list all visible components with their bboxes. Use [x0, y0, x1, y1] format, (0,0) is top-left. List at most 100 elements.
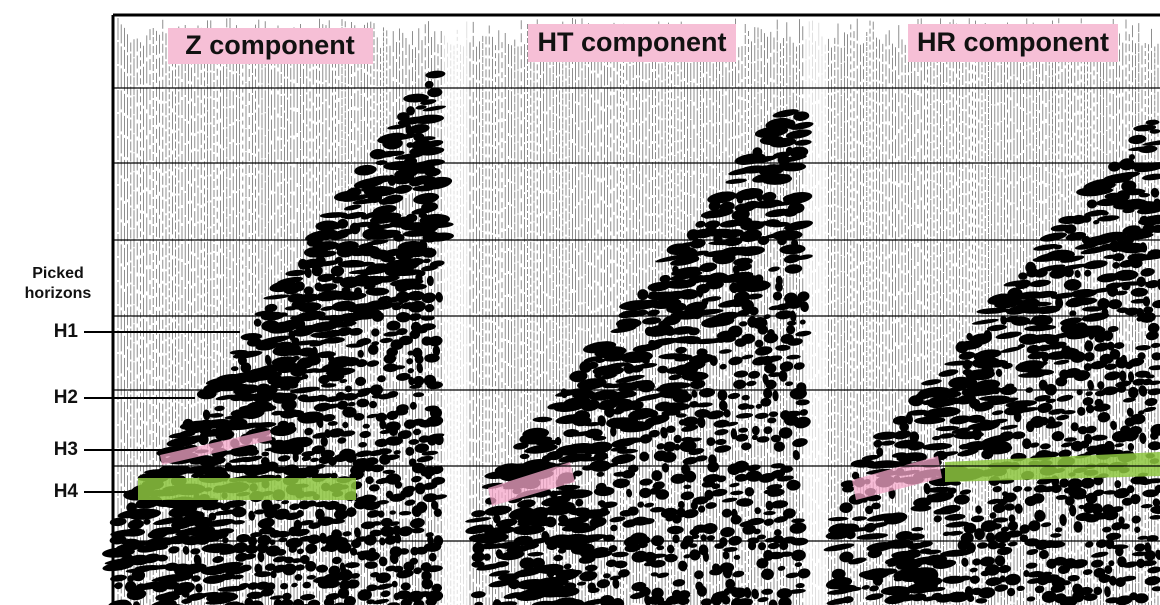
wiggle [769, 137, 797, 148]
wiggle [1055, 297, 1064, 309]
wiggle [745, 470, 763, 482]
wiggle [425, 415, 444, 427]
wiggle [206, 518, 235, 527]
wiggle [1090, 559, 1104, 568]
wiggle [1128, 371, 1135, 383]
wiggle [291, 355, 300, 361]
wiggle [1152, 498, 1160, 507]
wiggle [432, 345, 441, 357]
wiggle [1102, 526, 1112, 533]
wiggle [483, 553, 491, 561]
wiggle [1074, 494, 1089, 500]
wiggle [422, 493, 438, 503]
wiggle [621, 469, 636, 479]
wiggle [1084, 269, 1092, 277]
wiggle [412, 428, 422, 436]
wiggle [1097, 381, 1105, 390]
wiggle [1045, 398, 1056, 404]
wiggle [1009, 397, 1016, 403]
wiggle [249, 600, 264, 605]
wiggle [584, 564, 598, 572]
wiggle [586, 441, 613, 455]
wiggle [269, 424, 297, 437]
wiggle [428, 335, 443, 347]
wiggle [976, 307, 1009, 314]
wiggle [905, 413, 913, 425]
wiggle [202, 409, 211, 421]
wiggle [910, 593, 927, 602]
wiggle [343, 357, 360, 367]
wiggle [603, 573, 611, 579]
wiggle [359, 430, 371, 439]
wiggle [1126, 485, 1135, 494]
wiggle [677, 500, 685, 509]
wiggle [831, 568, 846, 580]
wiggle [1059, 513, 1067, 526]
wiggle [665, 425, 676, 434]
wiggle [695, 220, 706, 228]
wiggle [1065, 231, 1087, 241]
wiggle [154, 544, 169, 550]
wiggle [290, 366, 308, 377]
wiggle [381, 194, 404, 205]
wiggle [371, 521, 382, 526]
wiggle [938, 451, 959, 457]
wiggle [316, 564, 329, 573]
wiggle [1073, 370, 1091, 382]
wiggle [405, 446, 415, 456]
wiggle [430, 500, 439, 510]
wiggle [691, 390, 698, 398]
wiggle [626, 488, 633, 498]
wiggle [789, 146, 809, 158]
wiggle [963, 522, 977, 534]
wiggle [675, 346, 687, 354]
wiggle [1104, 586, 1111, 598]
wiggle [1113, 488, 1131, 499]
wiggle [337, 437, 347, 444]
wiggle [369, 529, 383, 537]
wiggle [365, 263, 391, 274]
legend-title: horizons [25, 285, 92, 302]
wiggle [735, 433, 749, 442]
wiggle [1022, 438, 1032, 450]
wiggle [377, 448, 392, 455]
wiggle [413, 192, 440, 205]
wiggle [761, 201, 794, 207]
wiggle [678, 560, 688, 572]
wiggle [944, 513, 966, 521]
wiggle [1134, 593, 1149, 604]
wiggle [635, 362, 658, 369]
wiggle [1051, 431, 1065, 442]
wiggle [422, 105, 446, 112]
wiggle [330, 472, 338, 480]
wiggle [381, 248, 404, 257]
wiggle [656, 545, 665, 551]
wiggle [553, 554, 563, 562]
wiggle [313, 402, 332, 412]
wiggle [1079, 440, 1090, 449]
wiggle [337, 327, 353, 337]
wiggle [683, 554, 691, 559]
wiggle [1108, 161, 1121, 172]
wiggle [385, 436, 404, 446]
wiggle [969, 575, 980, 584]
wiggle [416, 455, 434, 463]
wiggle [1030, 314, 1053, 326]
wiggle [288, 545, 297, 553]
wiggle [672, 514, 682, 524]
wiggle [383, 331, 401, 337]
wiggle [494, 561, 510, 568]
wiggle [737, 403, 750, 410]
wiggle [1060, 255, 1085, 263]
wiggle [346, 579, 360, 589]
wiggle [1100, 211, 1109, 216]
wiggle [232, 574, 244, 580]
wiggle [253, 318, 262, 327]
wiggle [381, 189, 398, 194]
wiggle [913, 416, 946, 425]
wiggle [1115, 595, 1133, 605]
wiggle [349, 470, 365, 481]
wiggle [432, 494, 448, 500]
wiggle [721, 595, 731, 605]
wiggle [347, 261, 376, 268]
